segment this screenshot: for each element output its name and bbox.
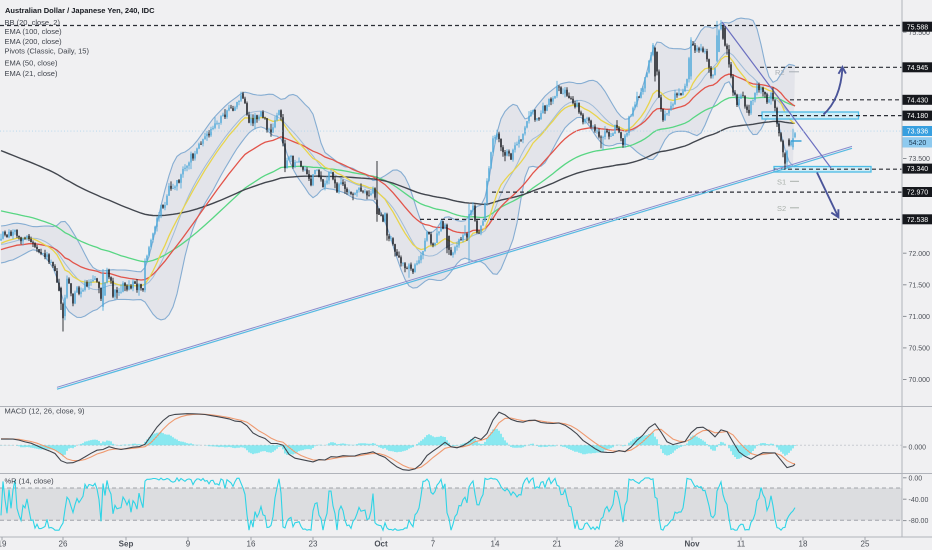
svg-text:MACD (12, 26, close, 9): MACD (12, 26, close, 9)	[5, 407, 86, 416]
svg-text:28: 28	[615, 540, 624, 549]
svg-text:18: 18	[799, 540, 808, 549]
svg-text:%R (14, close): %R (14, close)	[5, 477, 55, 486]
svg-text:54:20: 54:20	[909, 140, 927, 147]
svg-text:BB (20, close, 2): BB (20, close, 2)	[5, 18, 61, 27]
svg-text:0.000: 0.000	[909, 445, 927, 452]
svg-text:Nov: Nov	[684, 540, 700, 549]
svg-text:-80.00: -80.00	[909, 518, 929, 525]
svg-text:72.970: 72.970	[907, 190, 929, 197]
svg-text:21: 21	[553, 540, 562, 549]
svg-text:11: 11	[737, 540, 746, 549]
svg-text:14: 14	[491, 540, 500, 549]
svg-text:Oct: Oct	[374, 540, 388, 549]
svg-text:75.588: 75.588	[907, 24, 929, 31]
svg-text:74.180: 74.180	[907, 113, 929, 120]
svg-text:R2: R2	[775, 68, 785, 77]
svg-text:71.000: 71.000	[909, 314, 931, 321]
svg-text:S1: S1	[777, 178, 786, 187]
svg-text:EMA (21, close): EMA (21, close)	[5, 69, 58, 78]
svg-text:73.340: 73.340	[907, 166, 929, 173]
svg-text:73.936: 73.936	[907, 129, 929, 136]
svg-text:EMA (100, close): EMA (100, close)	[5, 27, 63, 36]
svg-text:74.945: 74.945	[907, 65, 929, 72]
svg-text:23: 23	[309, 540, 318, 549]
svg-text:25: 25	[861, 540, 870, 549]
svg-text:74.430: 74.430	[907, 97, 929, 104]
svg-text:EMA (50, close): EMA (50, close)	[5, 59, 58, 68]
svg-text:S2: S2	[777, 204, 786, 213]
svg-text:Pivots (Classic, Daily, 15): Pivots (Classic, Daily, 15)	[5, 47, 90, 56]
svg-text:7: 7	[431, 540, 436, 549]
svg-text:70.000: 70.000	[909, 377, 931, 384]
svg-text:72.000: 72.000	[909, 251, 931, 258]
svg-text:75.500: 75.500	[909, 30, 931, 37]
svg-text:EMA (200, close): EMA (200, close)	[5, 37, 63, 46]
svg-text:70.500: 70.500	[909, 346, 931, 353]
svg-text:-40.00: -40.00	[909, 497, 929, 504]
svg-text:Sep: Sep	[119, 540, 134, 549]
svg-text:9: 9	[186, 540, 191, 549]
svg-text:26: 26	[59, 540, 68, 549]
svg-text:72.538: 72.538	[907, 217, 929, 224]
svg-text:Australian Dollar / Japanese Y: Australian Dollar / Japanese Yen, 240, I…	[5, 6, 155, 15]
svg-text:16: 16	[247, 540, 256, 549]
svg-text:19: 19	[0, 540, 7, 549]
svg-text:71.500: 71.500	[909, 282, 931, 289]
svg-text:73.500: 73.500	[909, 156, 931, 163]
svg-text:0.00: 0.00	[909, 475, 923, 482]
